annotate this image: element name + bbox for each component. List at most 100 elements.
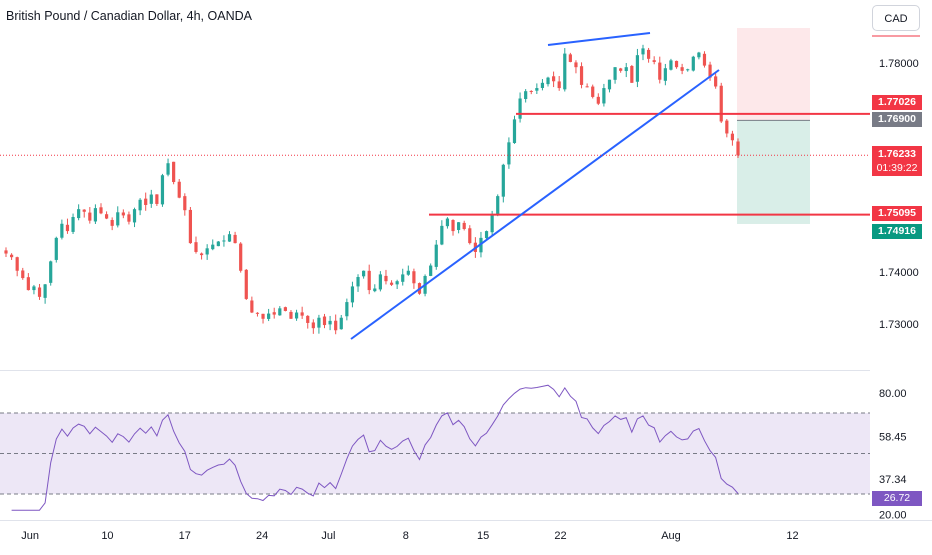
candle-body (557, 81, 561, 89)
candle (462, 220, 466, 231)
candle-body (77, 209, 81, 219)
candle-body (227, 234, 232, 242)
candle-body (429, 265, 433, 276)
candle (339, 314, 343, 330)
candle-body (596, 96, 600, 104)
candle-body (345, 302, 349, 317)
candle (239, 242, 243, 273)
candle-body (261, 313, 265, 319)
time-axis-label: 15 (477, 530, 489, 542)
price-axis-label: 1.73000 (879, 319, 919, 331)
candle (121, 209, 125, 219)
candle (434, 240, 438, 270)
candle (244, 268, 248, 300)
candle-body (211, 244, 215, 250)
candle (32, 284, 36, 295)
time-axis[interactable] (0, 520, 932, 551)
candle (401, 268, 405, 286)
candle-body (552, 76, 556, 82)
candle (205, 244, 209, 260)
candle-body (239, 243, 243, 271)
candle (149, 189, 153, 208)
candle-body (658, 62, 662, 80)
candle (261, 313, 265, 324)
candle (429, 263, 433, 277)
candle (294, 309, 299, 321)
candle-body (306, 315, 310, 323)
candle-body (283, 307, 287, 311)
candle-body (356, 277, 360, 287)
candle (278, 306, 282, 316)
candle-body (641, 48, 645, 55)
candle-body (445, 218, 450, 227)
candle-body (736, 141, 740, 156)
candle (691, 55, 695, 72)
candle (4, 247, 8, 258)
candle (334, 314, 338, 335)
candle-body (680, 67, 684, 71)
candles (4, 44, 740, 335)
candle-body (334, 320, 338, 331)
candle-body (507, 142, 511, 165)
candle-body (205, 248, 209, 255)
candle (104, 211, 109, 220)
candle-body (250, 300, 254, 313)
candle-body (121, 212, 125, 216)
candle-body (468, 228, 472, 244)
candle-body (9, 254, 14, 258)
candle-body (563, 53, 567, 90)
candle (646, 47, 651, 63)
candle (507, 137, 511, 169)
candle-body (518, 98, 522, 119)
candle (630, 64, 634, 83)
candle-body (26, 277, 30, 291)
candle (686, 68, 690, 72)
candle-body (591, 86, 595, 97)
time-axis-label: 24 (256, 530, 268, 542)
candle-body (384, 275, 388, 282)
candle (233, 231, 237, 244)
candle-body (132, 209, 137, 223)
price-tag-target: 1.74916 (872, 224, 922, 239)
price-axis-label: 1.78000 (879, 58, 919, 70)
candle (60, 219, 64, 240)
candle-body (714, 76, 718, 87)
candle-body (708, 64, 712, 78)
candle (166, 158, 170, 177)
candle-body (719, 85, 723, 122)
candle-body (412, 271, 416, 284)
candle (714, 72, 718, 89)
candle-body (674, 60, 679, 68)
pane-divider[interactable] (0, 370, 870, 371)
candle-body (697, 52, 701, 58)
candle-body (630, 66, 634, 83)
candle (378, 271, 382, 292)
candle (384, 269, 388, 285)
candle-body (155, 194, 159, 204)
time-axis-label: 10 (101, 530, 113, 542)
candle-body (585, 86, 589, 88)
symbol-title[interactable]: British Pound / Canadian Dollar, 4h, OAN… (6, 9, 252, 23)
candle-body (177, 181, 181, 198)
candle-body (568, 54, 572, 62)
candle-body (99, 207, 103, 214)
candle-body (188, 209, 192, 244)
rising-trendline (350, 69, 720, 340)
candle (144, 192, 148, 211)
candle-body (691, 56, 695, 71)
rsi-axis-label: 80.00 (879, 388, 907, 400)
currency-button[interactable]: CAD (872, 5, 920, 31)
candle (289, 310, 293, 319)
rsi-line (11, 384, 739, 511)
candle (524, 89, 528, 103)
candle-body (602, 88, 606, 104)
candle-body (490, 215, 494, 233)
candle-body (4, 250, 8, 254)
candle-body (93, 208, 98, 222)
candle-body (535, 88, 539, 91)
candle (512, 115, 517, 144)
candle-body (199, 253, 204, 256)
candle (15, 256, 19, 277)
